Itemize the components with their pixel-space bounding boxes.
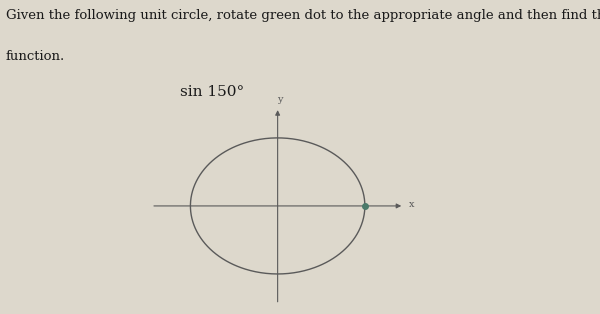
- Text: y: y: [278, 95, 283, 104]
- Text: x: x: [409, 200, 414, 209]
- Text: Given the following unit circle, rotate green dot to the appropriate angle and t: Given the following unit circle, rotate …: [6, 9, 600, 22]
- Text: sin 150°: sin 150°: [180, 85, 244, 99]
- Text: function.: function.: [6, 50, 65, 63]
